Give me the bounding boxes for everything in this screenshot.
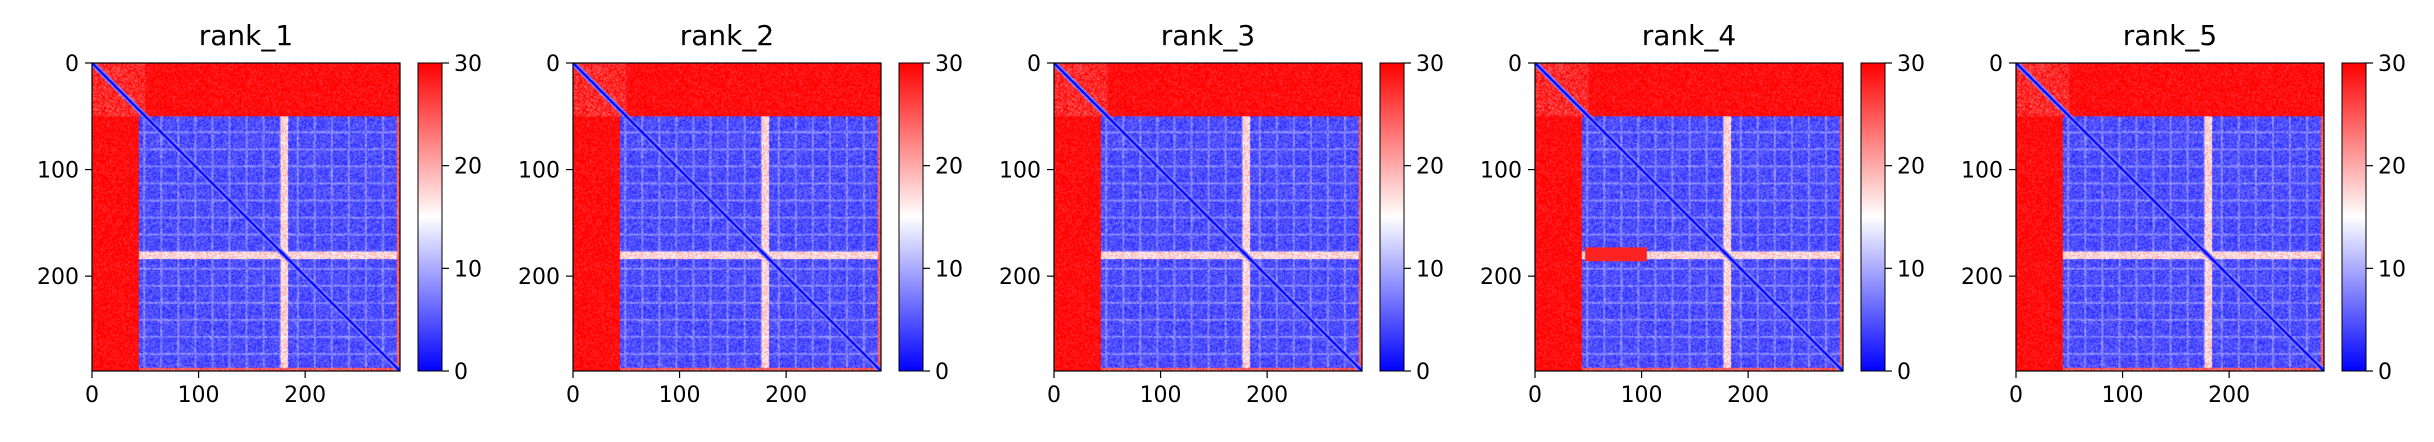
colorbar-tick-label: 10	[454, 257, 482, 282]
heatmap-panel-5: rank_5 0 100 200 0 100 200 0 10 20 30	[1961, 19, 2406, 408]
x-tick-label: 100	[2102, 383, 2144, 408]
x-tick-label: 200	[1727, 383, 1769, 408]
plot-frame	[2015, 62, 2325, 372]
colorbar-tick-label: 20	[454, 155, 482, 180]
x-tick-label: 0	[1528, 383, 1542, 408]
colorbar-tick-label: 0	[935, 360, 949, 385]
colorbar	[898, 62, 924, 372]
y-tick-label: 0	[1508, 52, 1522, 77]
y-tick-label: 100	[1480, 159, 1522, 184]
panel-title: rank_4	[1642, 19, 1736, 52]
x-tick-label: 200	[284, 383, 326, 408]
x-tick-label: 100	[1621, 383, 1663, 408]
plot-frame	[572, 62, 882, 372]
x-tick-label: 0	[566, 383, 580, 408]
colorbar	[1379, 62, 1405, 372]
colorbar	[417, 62, 443, 372]
colorbar-tick-label: 0	[2378, 360, 2392, 385]
panel-title: rank_2	[680, 19, 774, 52]
y-tick-label: 200	[518, 265, 560, 290]
colorbar-tick-label: 30	[1416, 52, 1444, 77]
x-tick-label: 200	[1246, 383, 1288, 408]
heatmap-panel-4: rank_4 0 100 200 0 100 200 0 10 20 30	[1480, 19, 1925, 408]
colorbar	[2341, 62, 2367, 372]
colorbar-tick-label: 10	[2378, 257, 2406, 282]
y-tick-label: 100	[37, 159, 79, 184]
y-tick-label: 200	[1961, 265, 2003, 290]
colorbar-tick-label: 0	[1416, 360, 1430, 385]
colorbar-tick-label: 30	[454, 52, 482, 77]
y-tick-label: 100	[999, 159, 1041, 184]
x-tick-label: 0	[2009, 383, 2023, 408]
colorbar-tick-label: 0	[454, 360, 468, 385]
heatmap-panel-2: rank_2 0 100 200 0 100 200 0 10 20 30	[518, 19, 963, 408]
heatmap-image	[92, 63, 400, 371]
colorbar-tick-label: 10	[1416, 257, 1444, 282]
x-tick-label: 100	[178, 383, 220, 408]
colorbar-tick-label: 10	[1897, 257, 1925, 282]
panel-title: rank_5	[2123, 19, 2217, 52]
panel-title: rank_3	[1161, 19, 1255, 52]
x-tick-label: 100	[1140, 383, 1182, 408]
heatmap-image	[1535, 63, 1843, 371]
heatmap-image	[2016, 63, 2324, 371]
y-tick-label: 100	[518, 159, 560, 184]
heatmap-panel-1: rank_1 0 100 200 0 100 200 0 10 20 30	[37, 19, 482, 408]
y-tick-label: 200	[1480, 265, 1522, 290]
heatmap-panel-3: rank_3 0 100 200 0 100 200 0 10 20 30	[999, 19, 1444, 408]
plot-frame	[1534, 62, 1844, 372]
x-tick-label: 0	[1047, 383, 1061, 408]
colorbar-tick-label: 30	[935, 52, 963, 77]
colorbar-tick-label: 30	[2378, 52, 2406, 77]
y-tick-label: 200	[999, 265, 1041, 290]
y-tick-label: 0	[65, 52, 79, 77]
colorbar-tick-label: 30	[1897, 52, 1925, 77]
y-tick-label: 200	[37, 265, 79, 290]
x-tick-label: 200	[765, 383, 807, 408]
colorbar-tick-label: 10	[935, 257, 963, 282]
plot-frame	[1053, 62, 1363, 372]
x-tick-label: 100	[659, 383, 701, 408]
y-tick-label: 0	[1027, 52, 1041, 77]
colorbar-tick-label: 20	[1416, 155, 1444, 180]
panel-title: rank_1	[199, 19, 293, 52]
colorbar-tick-label: 0	[1897, 360, 1911, 385]
x-tick-label: 200	[2208, 383, 2250, 408]
x-tick-label: 0	[85, 383, 99, 408]
colorbar-tick-label: 20	[935, 155, 963, 180]
y-tick-label: 100	[1961, 159, 2003, 184]
colorbar-tick-label: 20	[2378, 155, 2406, 180]
y-tick-label: 0	[546, 52, 560, 77]
colorbar-tick-label: 20	[1897, 155, 1925, 180]
y-tick-label: 0	[1989, 52, 2003, 77]
plot-frame	[91, 62, 401, 372]
colorbar	[1860, 62, 1886, 372]
heatmap-image	[573, 63, 881, 371]
heatmap-image	[1054, 63, 1362, 371]
